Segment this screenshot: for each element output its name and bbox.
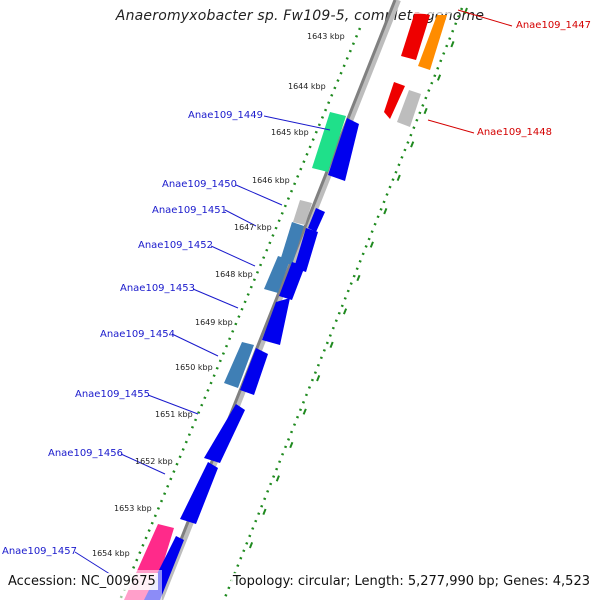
kbp-tick-label-1644: 1644 kbp: [288, 82, 326, 91]
gene-anae109-1454-steel[interactable]: [224, 342, 254, 388]
gene-anae109-1451-steel[interactable]: [280, 222, 304, 265]
kbp-tick-label-1652: 1652 kbp: [135, 457, 173, 466]
kbp-tick-label-1651: 1651 kbp: [155, 410, 193, 419]
gene-label-anae109-1456[interactable]: Anae109_1456: [48, 448, 123, 459]
genome-summary-text: Topology: circular; Length: 5,277,990 bp…: [230, 573, 592, 590]
gene-anae109-1452-steel[interactable]: [264, 256, 290, 293]
kbp-tick-label-1653: 1653 kbp: [114, 504, 152, 513]
gene-1447-highlight: [413, 0, 451, 14]
gene-anae109-1449-green[interactable]: [312, 112, 346, 172]
kbp-tick-label-1646: 1646 kbp: [252, 176, 290, 185]
gene-anae109-1448-arrow-red[interactable]: [384, 82, 405, 119]
gene-anae109-1450-arrow[interactable]: [308, 208, 325, 232]
gene-label-anae109-1449[interactable]: Anae109_1449: [188, 110, 263, 121]
gene-label-anae109-1454[interactable]: Anae109_1454: [100, 329, 175, 340]
gene-label-anae109-1457[interactable]: Anae109_1457: [2, 546, 77, 557]
gene-anae109-1453-arrow[interactable]: [262, 298, 290, 345]
gene-anae109-1451-arrow[interactable]: [294, 228, 318, 272]
kbp-tick-label-1643: 1643 kbp: [307, 32, 345, 41]
kbp-tick-label-1649: 1649 kbp: [195, 318, 233, 327]
kbp-tick-label-1650: 1650 kbp: [175, 363, 213, 372]
reverse-strand-dash-marks: [228, 7, 468, 600]
gene-anae109-1447-arrows[interactable]: [401, 0, 451, 70]
gene-anae109-1454-arrow[interactable]: [240, 348, 268, 395]
reverse-strand-dotted-line: [222, 7, 464, 600]
kbp-tick-label-1654: 1654 kbp: [92, 549, 130, 558]
gene-anae109-1449-arrow[interactable]: [328, 118, 359, 181]
gene-label-anae109-1447[interactable]: Anae109_1447: [516, 20, 591, 31]
kbp-tick-label-1648: 1648 kbp: [215, 270, 253, 279]
gene-label-anae109-1453[interactable]: Anae109_1453: [120, 283, 195, 294]
gene-label-anae109-1450[interactable]: Anae109_1450: [162, 179, 237, 190]
gene-anae109-1447-arrow-red[interactable]: [401, 12, 430, 60]
accession-text: Accession: NC_009675: [6, 573, 158, 590]
gene-anae109-1455-arrow[interactable]: [204, 404, 245, 463]
gene-anae109-1448-arrow-gray[interactable]: [397, 90, 421, 127]
gene-label-leader-lines: [74, 115, 331, 577]
gene-anae109-1456-arrow[interactable]: [180, 462, 218, 524]
kbp-tick-label-1645: 1645 kbp: [271, 128, 309, 137]
kbp-tick-label-1647: 1647 kbp: [234, 223, 272, 232]
gene-anae109-1450-gray[interactable]: [293, 200, 312, 225]
gene-label-anae109-1455[interactable]: Anae109_1455: [75, 389, 150, 400]
red-leader-lines: [427, 9, 513, 134]
gene-label-anae109-1452[interactable]: Anae109_1452: [138, 240, 213, 251]
gene-label-anae109-1448[interactable]: Anae109_1448: [477, 127, 552, 138]
gene-anae109-1452-arrow[interactable]: [279, 262, 305, 300]
gene-anae109-1447-arrow-orange[interactable]: [418, 15, 447, 70]
gene-label-anae109-1451[interactable]: Anae109_1451: [152, 205, 227, 216]
